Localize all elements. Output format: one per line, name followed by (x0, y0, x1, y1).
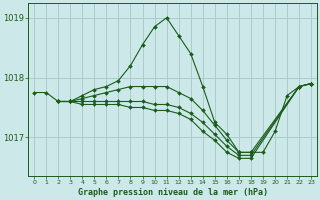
X-axis label: Graphe pression niveau de la mer (hPa): Graphe pression niveau de la mer (hPa) (78, 188, 268, 197)
